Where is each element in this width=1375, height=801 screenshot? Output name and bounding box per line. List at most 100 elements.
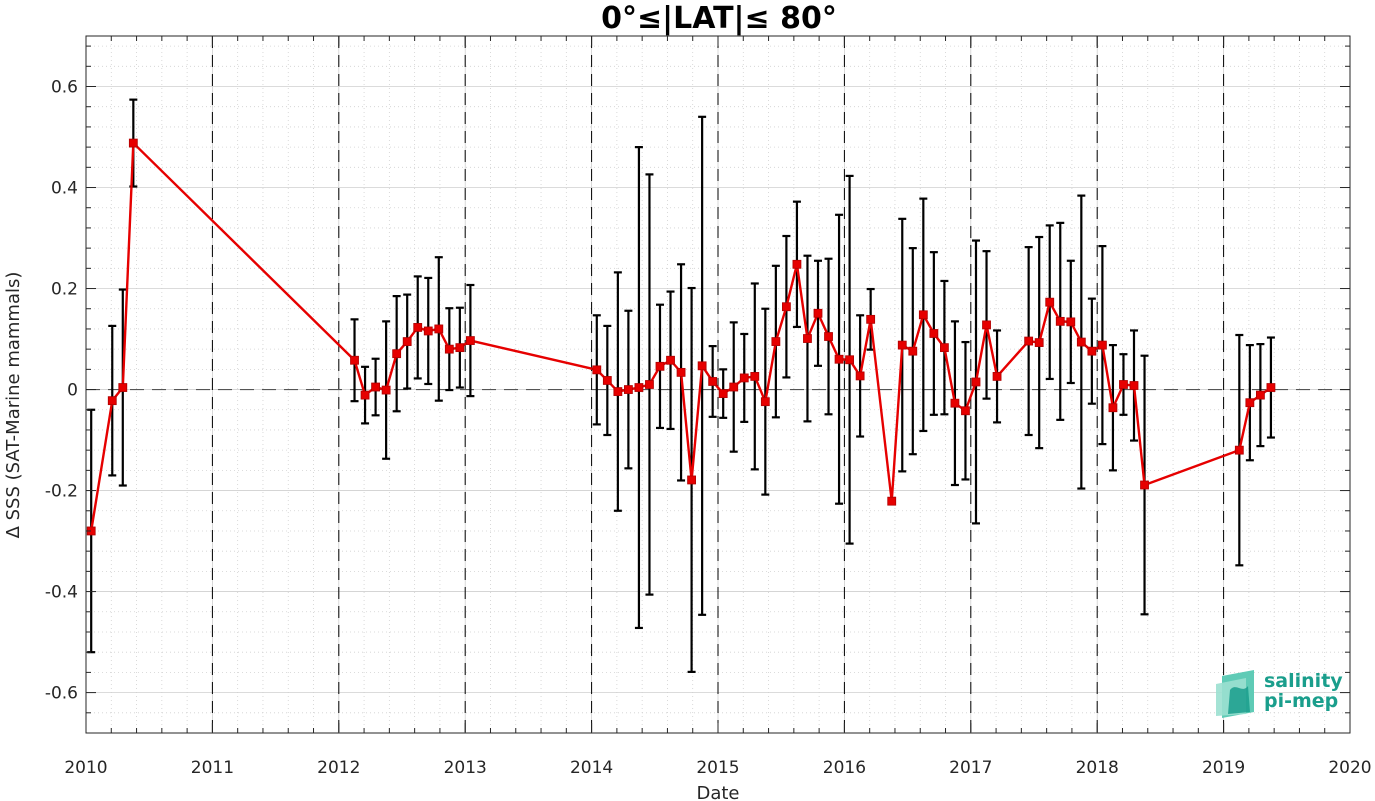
data-point <box>908 346 918 356</box>
data-point <box>1108 403 1118 413</box>
data-point <box>950 398 960 408</box>
data-point <box>645 380 654 389</box>
salinity-pi-mep-logo: salinity pi-mep <box>1216 670 1343 718</box>
chart-title: 0°≤|LAT|≤ 80° <box>601 1 837 36</box>
data-point <box>1034 338 1044 347</box>
y-tick-label: -0.6 <box>45 684 78 704</box>
x-tick-label: 2014 <box>570 758 613 778</box>
y-tick-label: -0.2 <box>45 482 78 502</box>
data-point <box>602 376 612 385</box>
data-point <box>855 371 865 381</box>
logo-line-2: pi-mep <box>1264 690 1338 712</box>
data-point <box>1045 297 1055 307</box>
data-point <box>1140 480 1149 490</box>
data-point <box>592 365 602 375</box>
data-point <box>465 336 475 345</box>
data-point <box>434 324 444 334</box>
data-point <box>834 354 844 364</box>
data-point <box>760 397 770 407</box>
data-point <box>897 340 907 350</box>
x-tick-labels: 2010 2011 2012 2013 2014 2015 2016 2017 2018 2019… <box>64 758 1371 778</box>
data-point <box>845 355 854 365</box>
data-point <box>739 373 749 383</box>
data-point <box>118 383 128 392</box>
y-tick-label: 0 <box>67 381 78 401</box>
data-point <box>1245 398 1255 408</box>
x-tick-label: 2020 <box>1328 758 1371 778</box>
y-tick-label: 0.4 <box>51 179 78 199</box>
x-axis-label: Date <box>696 783 739 801</box>
y-tick-label: 0.6 <box>51 78 78 98</box>
data-point <box>992 372 1002 381</box>
series-line <box>90 141 1272 532</box>
data-point <box>961 406 970 416</box>
marker-layer <box>86 138 1276 536</box>
data-point <box>613 387 623 396</box>
x-tick-label: 2016 <box>823 758 866 778</box>
y-tick-label: -0.4 <box>45 583 78 603</box>
data-point <box>824 332 833 341</box>
data-point <box>392 349 402 359</box>
x-tick-label: 2015 <box>696 758 739 778</box>
x-tick-label: 2018 <box>1076 758 1119 778</box>
data-point <box>676 367 686 377</box>
data-point <box>918 310 928 320</box>
x-tick-label: 2010 <box>64 758 107 778</box>
data-point <box>939 343 949 353</box>
data-point <box>687 475 696 485</box>
data-point <box>697 361 707 371</box>
y-axis-label: Δ SSS (SAT-Marine mammals) <box>3 272 24 539</box>
x-tick-label: 2012 <box>317 758 360 778</box>
data-point <box>708 377 718 386</box>
data-point <box>781 302 791 312</box>
data-point <box>360 390 370 400</box>
data-point <box>381 385 391 395</box>
data-point <box>971 377 981 387</box>
data-point <box>455 343 465 353</box>
data-point <box>107 396 117 406</box>
logo-icon <box>1216 670 1254 718</box>
y-tick-labels: 0.6 0.4 0.2 0 -0.2 -0.4 -0.6 <box>45 78 78 704</box>
data-point <box>1234 445 1244 455</box>
x-tick-label: 2019 <box>1202 758 1245 778</box>
data-point <box>1076 337 1086 347</box>
data-point <box>1266 383 1276 392</box>
data-point <box>623 385 633 394</box>
data-point <box>634 383 644 392</box>
data-point <box>655 361 665 371</box>
data-point <box>982 320 991 330</box>
data-point <box>803 334 812 343</box>
data-point <box>1087 346 1097 356</box>
data-point <box>866 314 876 324</box>
data-point <box>423 326 433 336</box>
data-point <box>1055 316 1065 326</box>
tick-layer <box>85 36 1351 734</box>
data-point <box>402 337 412 346</box>
y-tick-label: 0.2 <box>51 280 78 300</box>
data-point <box>929 329 939 338</box>
data-point <box>729 382 739 392</box>
logo-line-1: salinity <box>1264 670 1343 692</box>
data-point <box>771 337 781 346</box>
data-point <box>1066 317 1076 327</box>
year-boundary-layer <box>211 36 1225 733</box>
data-point <box>1119 380 1128 389</box>
data-point <box>718 389 728 398</box>
data-point <box>1097 340 1107 350</box>
data-point <box>887 496 897 506</box>
data-point <box>350 355 359 365</box>
data-point <box>750 372 760 381</box>
x-tick-label: 2017 <box>949 758 992 778</box>
data-point <box>371 382 380 392</box>
data-point <box>1129 381 1139 390</box>
data-point <box>413 323 423 332</box>
data-point <box>792 259 802 269</box>
data-point <box>1024 336 1034 346</box>
data-point <box>1255 390 1265 400</box>
data-point <box>128 138 138 148</box>
data-point <box>666 355 675 365</box>
data-point <box>444 344 454 354</box>
x-tick-label: 2013 <box>444 758 487 778</box>
data-point <box>813 308 823 318</box>
